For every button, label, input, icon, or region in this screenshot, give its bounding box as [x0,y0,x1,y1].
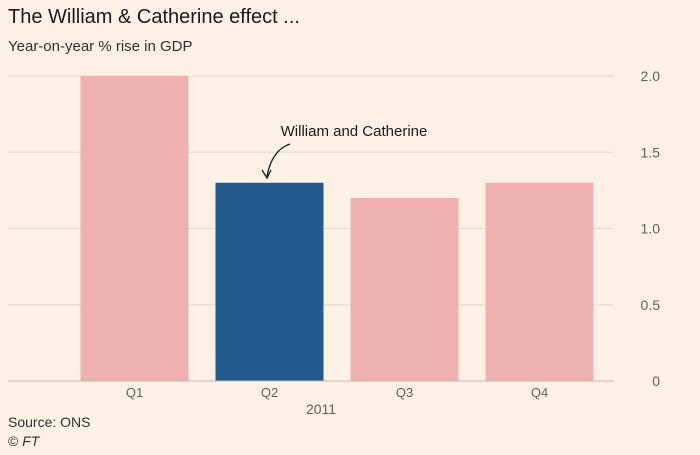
x-tick-label: Q1 [126,385,143,400]
annotation-label: William and Catherine [281,123,428,140]
y-tick-label: 1.0 [641,221,661,237]
annotation-arrowhead [261,169,272,180]
bar-q1 [80,76,189,381]
chart-title: The William & Catherine effect ... [8,6,300,28]
bar-q3 [350,198,459,381]
bars [80,76,594,381]
x-tick-label: Q4 [531,385,548,400]
y-tick-label: 0.5 [641,297,661,313]
annotation: William and Catherine [261,123,428,180]
annotation-arrow [266,143,291,177]
bar-q4 [485,182,594,381]
chart-subtitle: Year-on-year % rise in GDP [8,38,193,55]
y-tick-label: 1.5 [641,144,661,160]
x-tick-label: Q2 [261,385,278,400]
bar-q2 [215,182,324,381]
y-tick-label: 2.0 [641,68,661,84]
ft-brand: FT [22,433,40,449]
y-tick-label: 0 [652,373,660,389]
copyright-symbol: © [8,433,19,449]
copyright-note: © FT [8,433,39,449]
x-axis-title: 2011 [306,401,336,417]
source-note: Source: ONS [8,414,91,430]
tick-labels: 0 0.5 1.0 1.5 2.0 Q1 Q2 Q3 Q4 [126,68,660,400]
x-tick-label: Q3 [396,385,413,400]
